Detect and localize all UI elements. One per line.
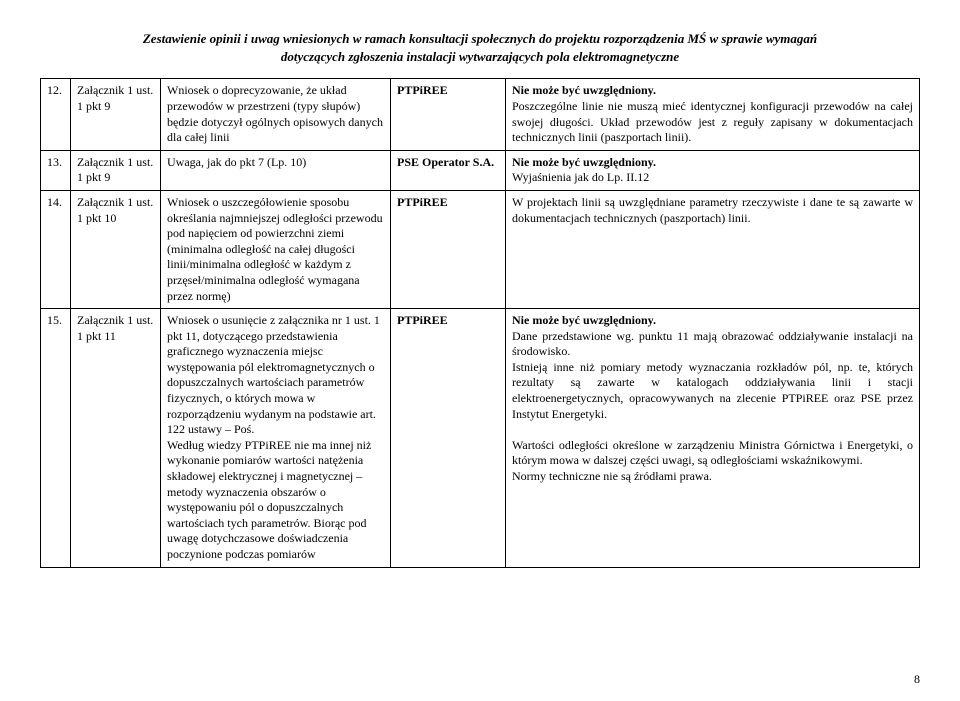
- cell-comment: Wniosek o doprecyzowanie, że układ przew…: [161, 79, 391, 150]
- table-row: 12. Załącznik 1 ust. 1 pkt 9 Wniosek o d…: [41, 79, 920, 150]
- table-row: 14. Załącznik 1 ust. 1 pkt 10 Wniosek o …: [41, 190, 920, 308]
- cell-ref: Załącznik 1 ust. 1 pkt 10: [71, 190, 161, 308]
- cell-author: PSE Operator S.A.: [391, 150, 506, 190]
- cell-ref: Załącznik 1 ust. 1 pkt 11: [71, 309, 161, 568]
- resp-text: Poszczególne linie nie muszą mieć identy…: [512, 99, 913, 144]
- cell-response: Nie może być uwzględniony. Dane przedsta…: [506, 309, 920, 568]
- cell-response: W projektach linii są uwzględniane param…: [506, 190, 920, 308]
- cell-response: Nie może być uwzględniony. Wyjaśnienia j…: [506, 150, 920, 190]
- cell-author: PTPiREE: [391, 309, 506, 568]
- cell-ref: Załącznik 1 ust. 1 pkt 9: [71, 150, 161, 190]
- table-row: 15. Załącznik 1 ust. 1 pkt 11 Wniosek o …: [41, 309, 920, 568]
- header-line1: Zestawienie opinii i uwag wniesionych w …: [143, 31, 817, 46]
- cell-num: 12.: [41, 79, 71, 150]
- resp-text: W projektach linii są uwzględniane param…: [512, 195, 913, 225]
- cell-author: PTPiREE: [391, 190, 506, 308]
- cell-author: PTPiREE: [391, 79, 506, 150]
- page-header: Zestawienie opinii i uwag wniesionych w …: [40, 30, 920, 66]
- cell-num: 13.: [41, 150, 71, 190]
- resp-bold: Nie może być uwzględniony.: [512, 83, 656, 97]
- cell-ref: Załącznik 1 ust. 1 pkt 9: [71, 79, 161, 150]
- header-line2: dotyczących zgłoszenia instalacji wytwar…: [281, 49, 679, 64]
- cell-response: Nie może być uwzględniony. Poszczególne …: [506, 79, 920, 150]
- resp-bold: Nie może być uwzględniony.: [512, 313, 656, 327]
- cell-comment: Wniosek o uszczegółowienie sposobu okreś…: [161, 190, 391, 308]
- cell-num: 15.: [41, 309, 71, 568]
- cell-num: 14.: [41, 190, 71, 308]
- page-number: 8: [914, 672, 920, 687]
- resp-text: Dane przedstawione wg. punktu 11 mają ob…: [512, 329, 913, 483]
- resp-text: Wyjaśnienia jak do Lp. II.12: [512, 170, 649, 184]
- cell-comment: Uwaga, jak do pkt 7 (Lp. 10): [161, 150, 391, 190]
- cell-comment: Wniosek o usunięcie z załącznika nr 1 us…: [161, 309, 391, 568]
- resp-bold: Nie może być uwzględniony.: [512, 155, 656, 169]
- opinions-table: 12. Załącznik 1 ust. 1 pkt 9 Wniosek o d…: [40, 78, 920, 567]
- table-row: 13. Załącznik 1 ust. 1 pkt 9 Uwaga, jak …: [41, 150, 920, 190]
